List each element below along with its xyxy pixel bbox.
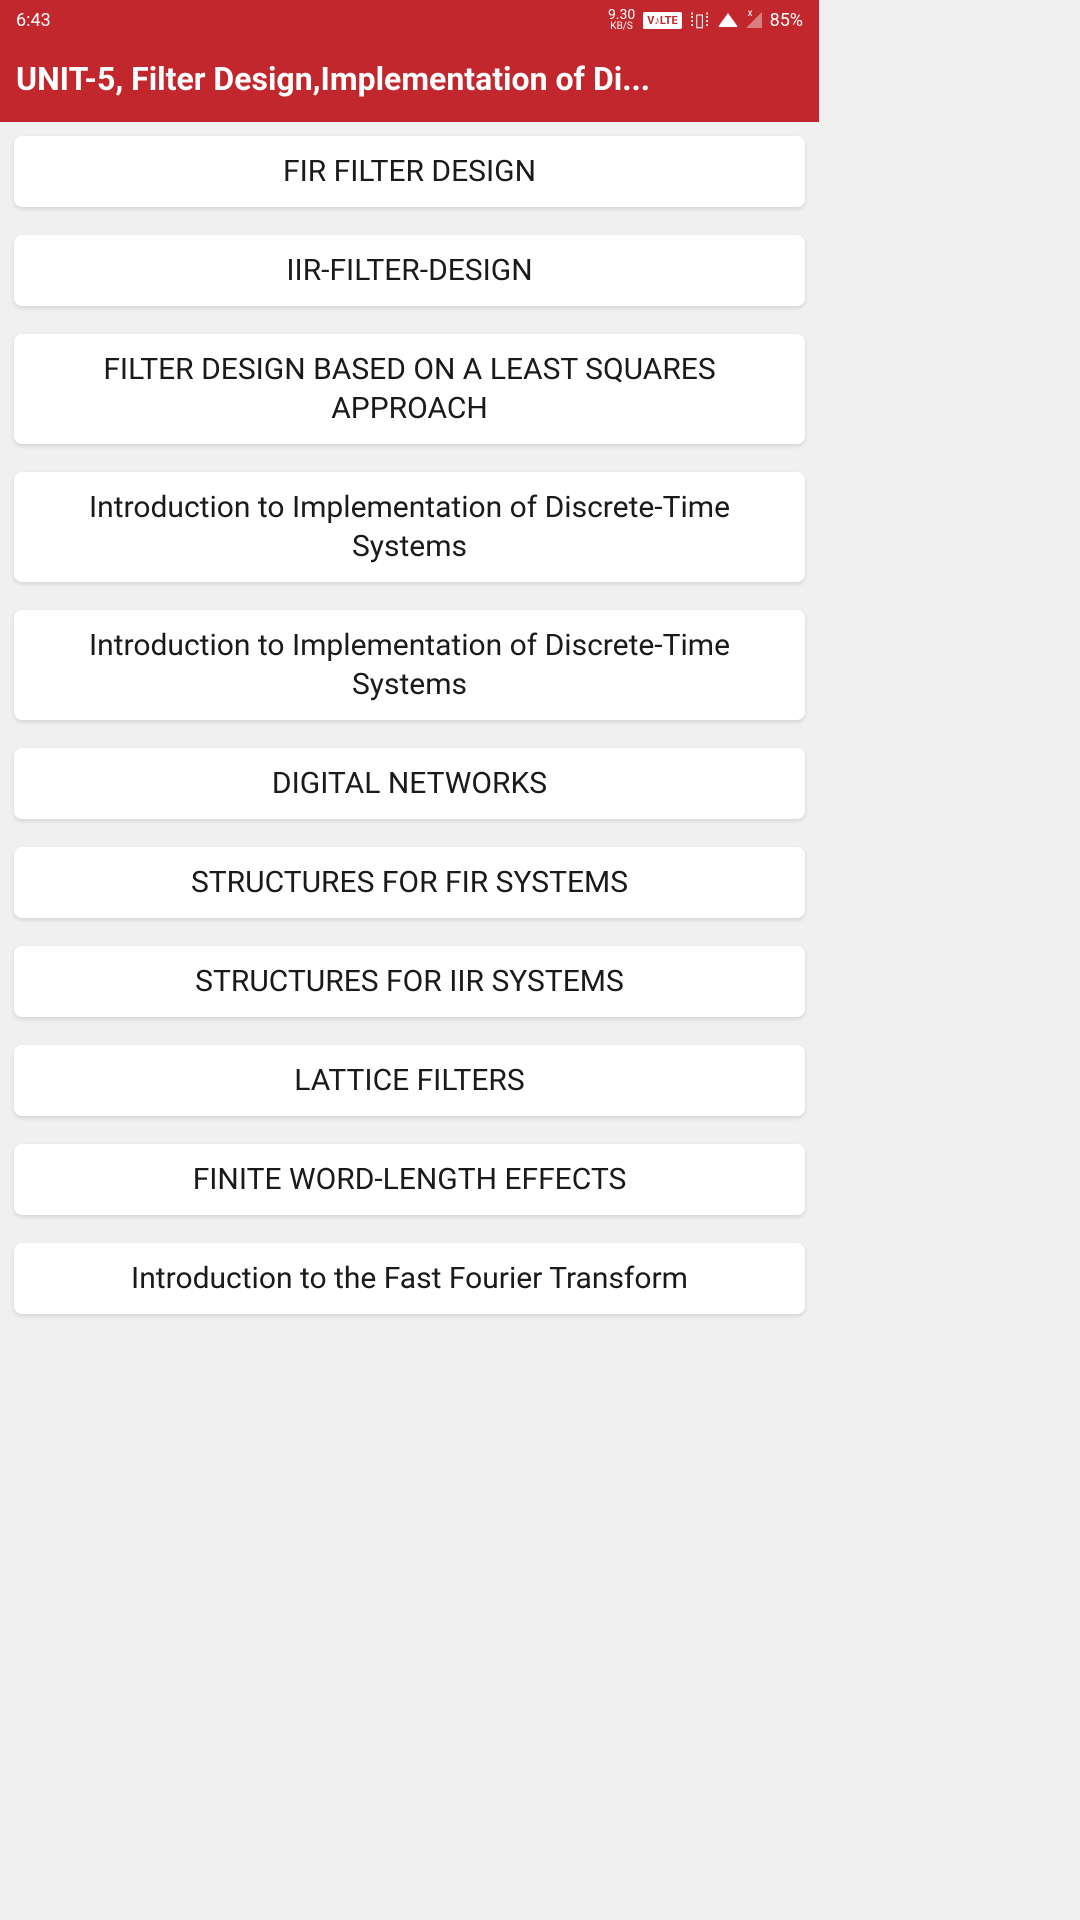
list-item[interactable]: Introduction to Implementation of Discre… bbox=[14, 610, 805, 720]
data-rate-unit: KB/S bbox=[610, 22, 633, 32]
data-rate-indicator: 9.30 KB/S bbox=[608, 8, 635, 32]
battery-percentage: 85% bbox=[770, 10, 803, 31]
list-item[interactable]: FIR FILTER DESIGN bbox=[14, 136, 805, 207]
list-item[interactable]: STRUCTURES FOR IIR SYSTEMS bbox=[14, 946, 805, 1017]
status-time: 6:43 bbox=[16, 10, 51, 31]
status-icons: 9.30 KB/S V♪LTE ⁞▯⁞ x 85% bbox=[608, 8, 803, 32]
signal-icon: x bbox=[746, 12, 762, 28]
list-item[interactable]: FINITE WORD-LENGTH EFFECTS bbox=[14, 1144, 805, 1215]
app-header: UNIT-5, Filter Design,Implementation of … bbox=[0, 40, 819, 122]
list-item[interactable]: Introduction to Implementation of Discre… bbox=[14, 472, 805, 582]
topic-list: FIR FILTER DESIGN IIR-FILTER-DESIGN FILT… bbox=[0, 122, 819, 1328]
list-item[interactable]: Introduction to the Fast Fourier Transfo… bbox=[14, 1243, 805, 1314]
list-item[interactable]: FILTER DESIGN BASED ON A LEAST SQUARES A… bbox=[14, 334, 805, 444]
vibrate-icon: ⁞▯⁞ bbox=[690, 10, 710, 31]
data-rate-value: 9.30 bbox=[608, 8, 635, 22]
page-title: UNIT-5, Filter Design,Implementation of … bbox=[16, 60, 803, 98]
list-item[interactable]: IIR-FILTER-DESIGN bbox=[14, 235, 805, 306]
list-item[interactable]: LATTICE FILTERS bbox=[14, 1045, 805, 1116]
volte-icon: V♪LTE bbox=[643, 12, 681, 29]
list-item[interactable]: DIGITAL NETWORKS bbox=[14, 748, 805, 819]
status-bar: 6:43 9.30 KB/S V♪LTE ⁞▯⁞ x 85% bbox=[0, 0, 819, 40]
wifi-icon bbox=[718, 13, 738, 27]
list-item[interactable]: STRUCTURES FOR FIR SYSTEMS bbox=[14, 847, 805, 918]
